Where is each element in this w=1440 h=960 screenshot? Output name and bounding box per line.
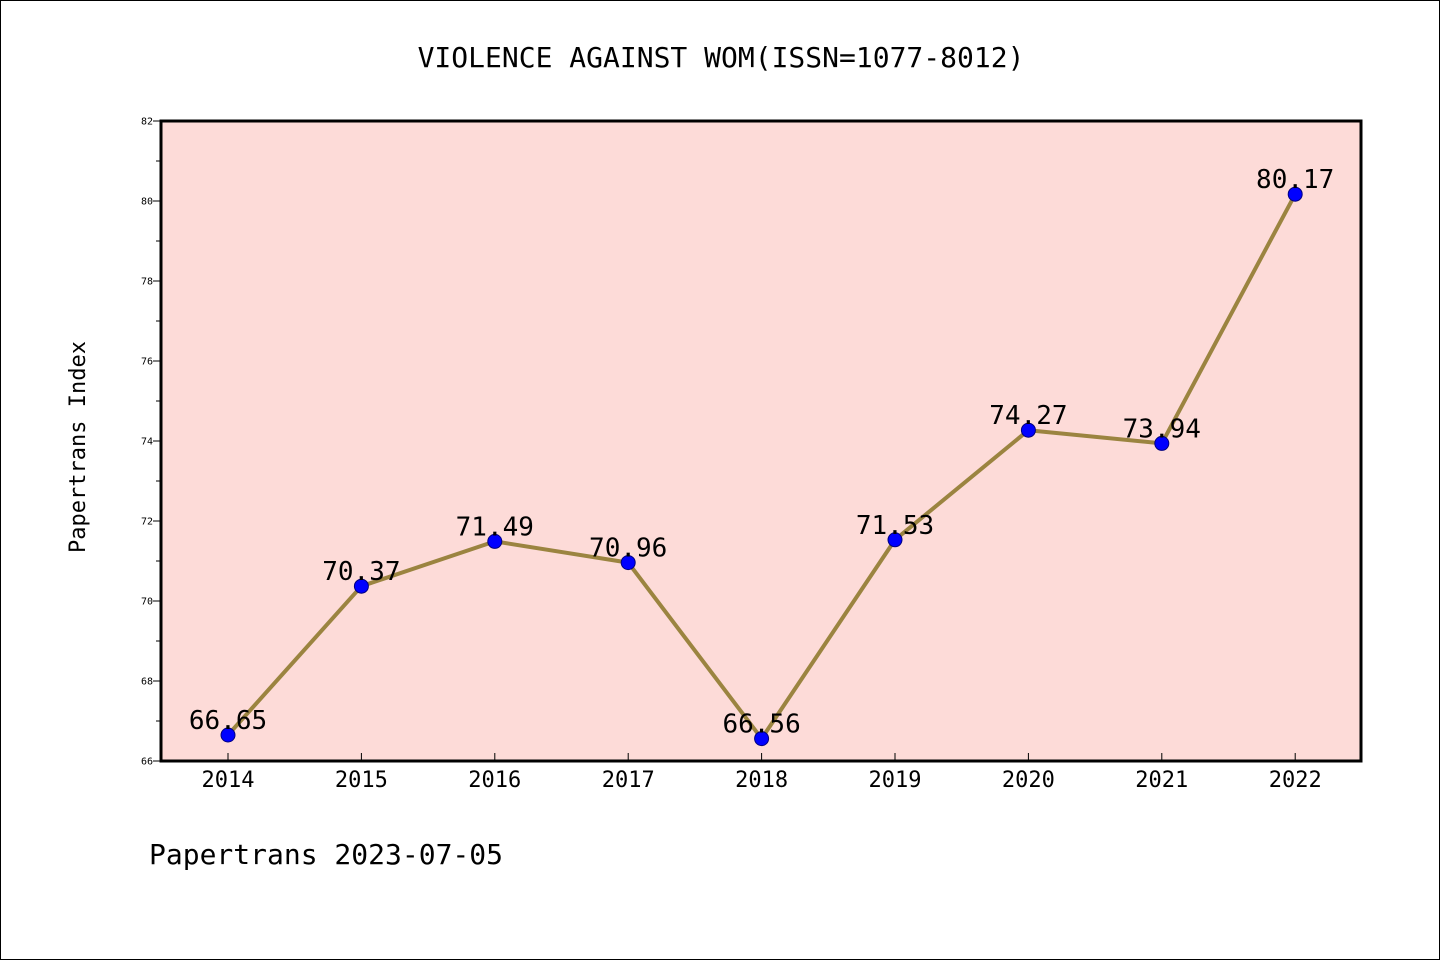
data-point — [754, 731, 770, 747]
plot-frame — [159, 119, 1363, 763]
data-label: 80.17 — [1256, 165, 1334, 195]
x-tick-label: 2020 — [1002, 768, 1055, 793]
data-label: 71.49 — [456, 512, 534, 542]
data-point — [353, 578, 369, 594]
y-axis: 66 68 70 72 74 76 78 80 82 — [141, 117, 161, 768]
data-point — [1287, 186, 1303, 202]
data-point — [887, 532, 903, 548]
data-label: 74.27 — [989, 401, 1067, 431]
x-tick-label: 2021 — [1135, 768, 1188, 793]
data-label: 70.37 — [322, 557, 400, 587]
chart-title: VIOLENCE AGAINST WOM(ISSN=1077-8012) — [418, 41, 1025, 74]
x-tick-label: 2016 — [468, 768, 521, 793]
x-tick-label: 2014 — [202, 768, 255, 793]
y-tick-label: 78 — [141, 277, 153, 288]
data-label: 66.56 — [722, 710, 800, 740]
x-tick-label: 2022 — [1269, 768, 1322, 793]
y-tick-label: 66 — [141, 757, 153, 768]
data-labels: 66.65 70.37 71.49 70.96 66.56 71.53 74.27 73.94… — [189, 165, 1334, 739]
data-label: 66.65 — [189, 706, 267, 736]
x-axis: 2014 2015 2016 2017 2018 2019 2020 2021 2022 — [202, 753, 1322, 793]
data-point — [220, 727, 236, 743]
x-tick-label: 2019 — [869, 768, 922, 793]
data-point — [620, 555, 636, 571]
y-tick-label: 76 — [141, 357, 153, 368]
x-tick-label: 2017 — [602, 768, 655, 793]
x-tick-label: 2018 — [735, 768, 788, 793]
y-tick-label: 70 — [141, 597, 153, 608]
data-point — [1154, 435, 1170, 451]
data-label: 71.53 — [856, 511, 934, 541]
x-tick-label: 2015 — [335, 768, 388, 793]
data-points — [220, 186, 1303, 747]
footer-text: Papertrans 2023-07-05 — [149, 838, 503, 871]
y-axis-label: Papertrans Index — [66, 341, 91, 553]
y-tick-label: 68 — [141, 677, 153, 688]
data-point — [1020, 422, 1036, 438]
data-point — [487, 533, 503, 549]
y-tick-label: 72 — [141, 517, 153, 528]
y-tick-label: 74 — [141, 437, 153, 448]
y-tick-label: 80 — [141, 197, 153, 208]
data-label: 73.94 — [1123, 414, 1201, 444]
data-label: 70.96 — [589, 534, 667, 564]
y-tick-label: 82 — [141, 117, 153, 128]
